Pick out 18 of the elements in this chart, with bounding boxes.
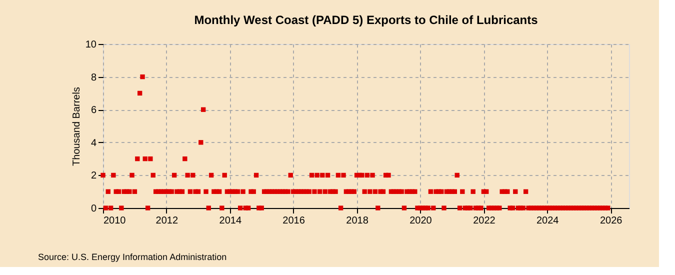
x-tick-label: 2010 — [104, 216, 126, 226]
x-tick-label: 2020 — [410, 216, 432, 226]
y-tick-label: 8 — [90, 72, 97, 84]
source-note: Source: U.S. Energy Information Administration — [38, 252, 227, 262]
x-tick-label: 2026 — [600, 216, 623, 226]
x-tick-label: 2016 — [282, 216, 306, 226]
chart-title: Monthly West Coast (PADD 5) Exports to Chile of Lubricants — [194, 13, 538, 27]
y-tick-label: 10 — [85, 40, 97, 50]
x-tick-label: 2022 — [473, 216, 496, 226]
y-tick-label: 6 — [90, 105, 97, 116]
x-tick-label: 2024 — [536, 216, 560, 226]
x-tick-label: 2014 — [219, 216, 242, 226]
y-axis-title: Thousand Barrels — [71, 87, 82, 166]
y-tick-label: 0 — [90, 204, 97, 214]
x-tick-label: 2012 — [156, 216, 178, 226]
x-tick-label: 2018 — [346, 216, 369, 226]
y-tick-label: 2 — [90, 170, 97, 182]
y-tick-label: 4 — [90, 138, 97, 149]
